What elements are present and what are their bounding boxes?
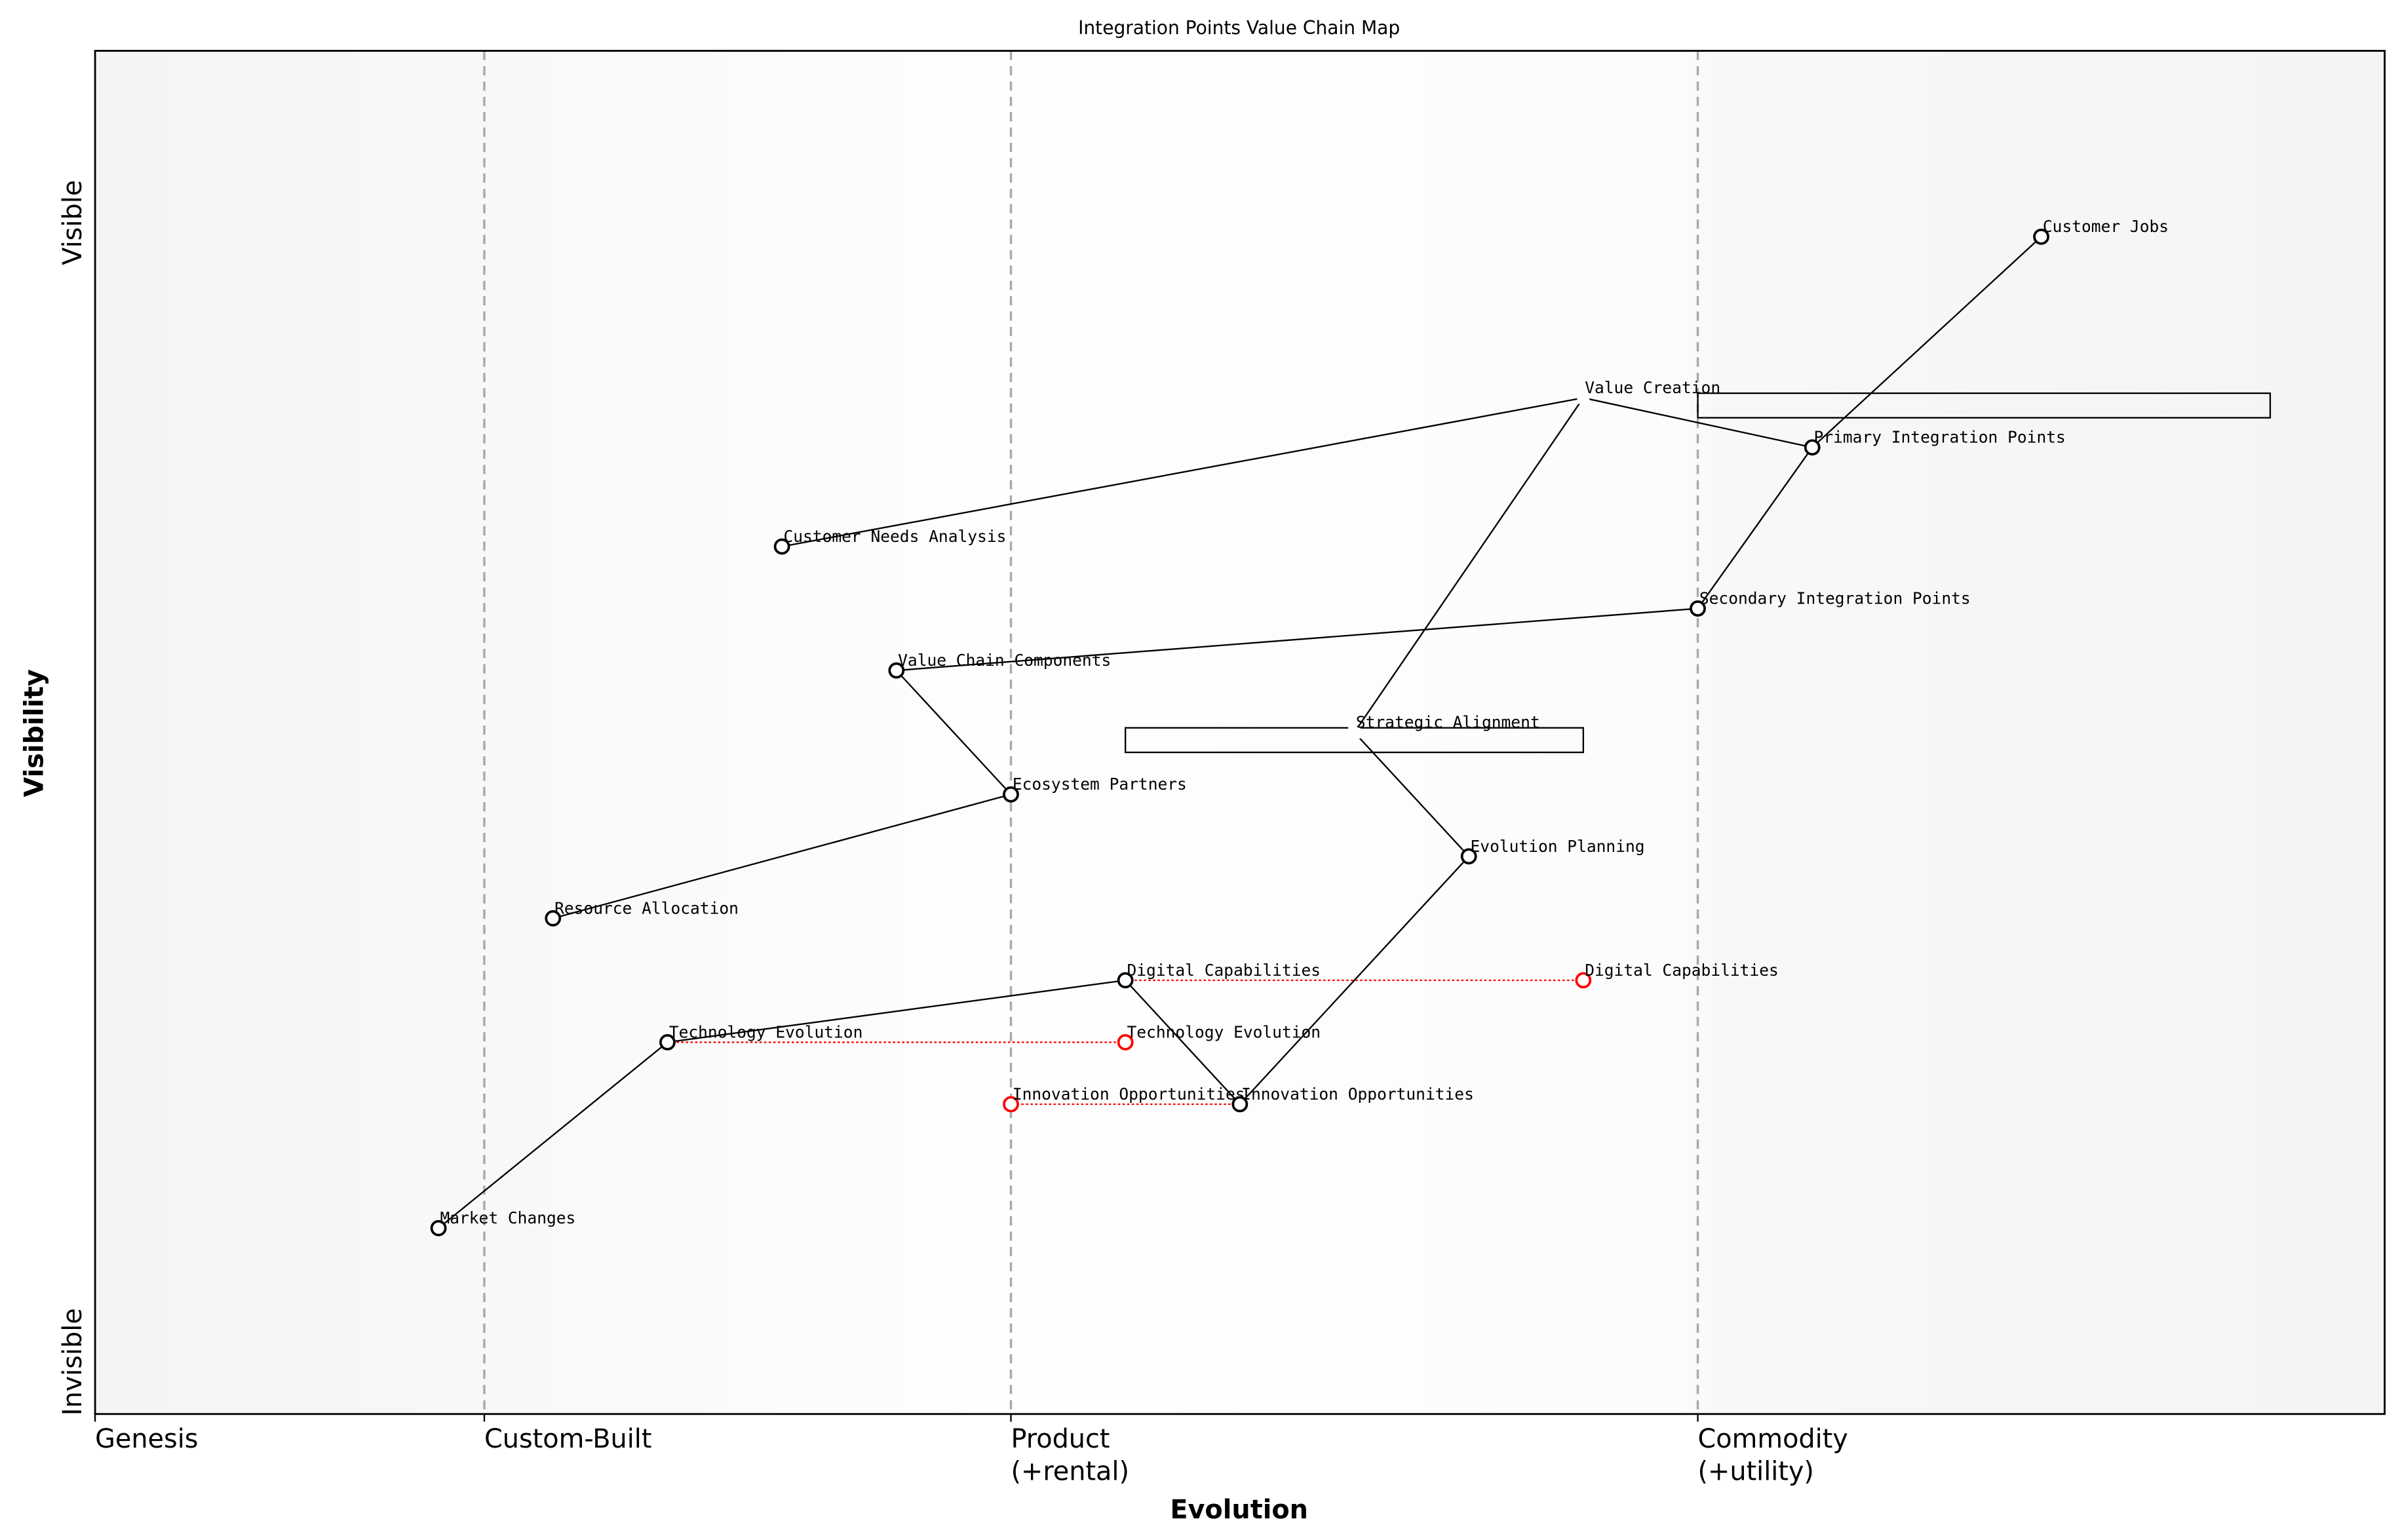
evolved-component-label: Digital Capabilities <box>1585 961 1779 980</box>
evolved-component-label: Technology Evolution <box>1127 1022 1321 1041</box>
component-marker <box>1804 439 1821 456</box>
link-line <box>1583 396 1813 448</box>
evolved-component-marker <box>1117 1034 1134 1050</box>
link-line <box>1353 397 1584 733</box>
x-tick-label: (+rental) <box>1011 1456 1129 1486</box>
x-tick-label: Custom-Built <box>484 1424 651 1454</box>
plot-frame <box>94 50 2386 1415</box>
link-line <box>781 396 1584 548</box>
x-axis-label: Evolution <box>1170 1495 1308 1525</box>
link-line <box>552 794 1011 919</box>
component-marker <box>773 538 790 555</box>
component-marker <box>430 1220 447 1237</box>
component-marker <box>888 662 905 679</box>
link-line <box>1697 447 1813 609</box>
component-marker <box>1117 972 1134 989</box>
link-line <box>1125 980 1241 1105</box>
link-line <box>1353 731 1470 857</box>
component-label: Strategic Alignment <box>1356 713 1540 732</box>
component-marker <box>1690 600 1706 617</box>
component-label: Primary Integration Points <box>1814 428 2066 447</box>
component-label: Innovation Opportunities <box>1241 1085 1474 1104</box>
evolved-component-marker <box>1575 972 1592 989</box>
link-line <box>895 670 1012 796</box>
component-label: Ecosystem Partners <box>1013 775 1187 794</box>
component-anchor <box>1348 726 1361 739</box>
link-line <box>438 1041 668 1229</box>
component-label: Customer Needs Analysis <box>783 527 1006 546</box>
component-label: Digital Capabilities <box>1127 961 1321 980</box>
component-label: Value Creation <box>1585 378 1720 397</box>
y-label-invisible: Invisible <box>58 1308 88 1415</box>
link-line <box>1239 855 1470 1105</box>
component-marker <box>659 1034 676 1050</box>
component-label: Technology Evolution <box>669 1022 863 1041</box>
x-tick-label: (+utility) <box>1698 1456 1814 1486</box>
chart-title: Integration Points Value Chain Map <box>1078 17 1400 39</box>
component-label: Market Changes <box>440 1208 575 1227</box>
evolved-component-marker <box>1003 1096 1019 1113</box>
x-tick-label: Commodity <box>1698 1424 1848 1454</box>
y-label-visible: Visible <box>58 180 88 265</box>
component-label: Customer Jobs <box>2043 217 2169 236</box>
component-marker <box>1460 848 1477 865</box>
x-tick-label: Product <box>1011 1424 1110 1454</box>
component-anchor <box>1577 391 1590 404</box>
evolved-component-label: Innovation Opportunities <box>1013 1085 1245 1104</box>
component-label: Resource Allocation <box>554 898 739 917</box>
component-label: Secondary Integration Points <box>1699 589 1971 608</box>
pipeline-box <box>1697 392 2272 419</box>
link-line <box>896 607 1698 672</box>
x-tick-label: Genesis <box>95 1424 198 1454</box>
component-marker <box>2033 228 2049 245</box>
component-marker <box>545 910 562 927</box>
link-line <box>667 979 1126 1043</box>
y-axis-label: Visibility <box>20 669 50 797</box>
component-label: Value Chain Components <box>898 651 1111 670</box>
link-line <box>1811 236 2042 448</box>
component-marker <box>1231 1096 1248 1113</box>
component-marker <box>1003 786 1019 803</box>
component-label: Evolution Planning <box>1471 837 1645 856</box>
plot-background <box>95 50 2385 1414</box>
